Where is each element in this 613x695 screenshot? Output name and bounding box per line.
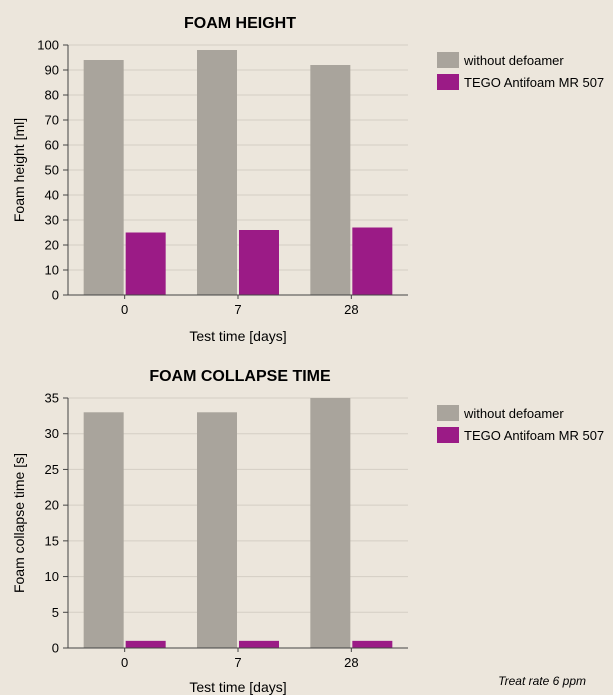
y-axis-label: Foam height [ml]: [11, 118, 27, 222]
y-tick-label: 15: [45, 533, 59, 548]
bar-tego-antifoam-28: [352, 640, 393, 648]
foam-collapse-time-chart: FOAM COLLAPSE TIME 0 5 10 15 20 25 30 35 0 7 28 Test…: [11, 368, 604, 695]
y-tick-label: 0: [52, 641, 59, 656]
chart-title: FOAM COLLAPSE TIME: [149, 368, 331, 385]
bar-tego-antifoam-7: [239, 230, 279, 295]
y-tick-label: 10: [45, 263, 59, 278]
y-tick-label: 30: [45, 426, 59, 441]
treat-rate-note: Treat rate 6 ppm: [498, 674, 586, 688]
legend-swatch: [437, 52, 459, 68]
bar-without-defoamer-28: [310, 65, 351, 295]
bar-tego-antifoam-7: [239, 640, 279, 648]
x-tick-label: 7: [234, 655, 241, 670]
legend-label: without defoamer: [463, 406, 564, 421]
y-tick-label: 70: [45, 113, 59, 128]
y-tick-label: 80: [45, 88, 59, 103]
y-tick-label: 20: [45, 238, 59, 253]
y-tick-label: 90: [45, 63, 59, 78]
foam-height-chart: FOAM HEIGHT 0 10 20 30 40 50 60 70 80 90 100 0 7 28 Tes…: [11, 15, 604, 344]
y-axis-label: Foam collapse time [s]: [11, 453, 27, 593]
y-tick-label: 100: [37, 38, 59, 53]
chart-title: FOAM HEIGHT: [184, 15, 296, 32]
y-tick-label: 40: [45, 188, 59, 203]
y-tick-label: 30: [45, 213, 59, 228]
legend-label: without defoamer: [463, 53, 564, 68]
bar-without-defoamer-0: [83, 60, 124, 295]
x-tick-label: 28: [344, 302, 358, 317]
legend-swatch: [437, 74, 459, 90]
y-tick-label: 25: [45, 462, 59, 477]
x-tick-label: 0: [121, 655, 128, 670]
bar-tego-antifoam-0: [125, 640, 166, 648]
x-axis-label: Test time [days]: [189, 328, 286, 344]
legend-swatch: [437, 427, 459, 443]
x-tick-label: 0: [121, 302, 128, 317]
bar-without-defoamer-28: [310, 398, 351, 648]
y-tick-label: 35: [45, 391, 59, 406]
y-tick-label: 0: [52, 288, 59, 303]
x-axis-label: Test time [days]: [189, 679, 286, 695]
legend-label: TEGO Antifoam MR 507: [464, 428, 604, 443]
bar-without-defoamer-7: [197, 412, 237, 648]
legend-swatch: [437, 405, 459, 421]
y-tick-label: 50: [45, 163, 59, 178]
x-tick-label: 7: [234, 302, 241, 317]
bar-without-defoamer-7: [197, 50, 237, 295]
y-tick-label: 60: [45, 138, 59, 153]
y-tick-label: 5: [52, 605, 59, 620]
x-tick-label: 28: [344, 655, 358, 670]
y-tick-label: 20: [45, 498, 59, 513]
y-tick-label: 10: [45, 569, 59, 584]
bar-tego-antifoam-0: [125, 232, 166, 295]
bar-without-defoamer-0: [83, 412, 124, 648]
legend-label: TEGO Antifoam MR 507: [464, 75, 604, 90]
bar-tego-antifoam-28: [352, 227, 393, 295]
